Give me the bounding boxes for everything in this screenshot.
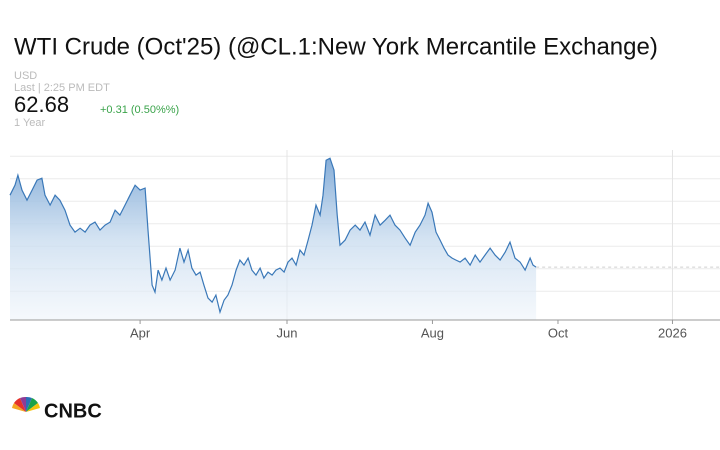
price: 62.68 — [14, 92, 69, 117]
x-tick-label: Aug — [421, 325, 444, 340]
x-tick-label: Oct — [548, 325, 569, 340]
range: 1 Year — [14, 117, 46, 129]
x-tick-label: Jun — [277, 325, 298, 340]
chart-title: WTI Crude (Oct'25) (@CL.1:New York Merca… — [14, 33, 658, 60]
last-time: Last | 2:25 PM EDT — [14, 82, 110, 94]
change: +0.31 (0.50%%) — [100, 104, 179, 116]
currency: USD — [14, 70, 37, 82]
x-tick-label: 2026 — [658, 325, 687, 340]
cnbc-peacock — [12, 396, 40, 412]
x-tick-label: Apr — [130, 325, 151, 340]
logo-text: CNBC — [44, 400, 102, 422]
line — [9, 157, 537, 315]
area — [10, 158, 537, 320]
